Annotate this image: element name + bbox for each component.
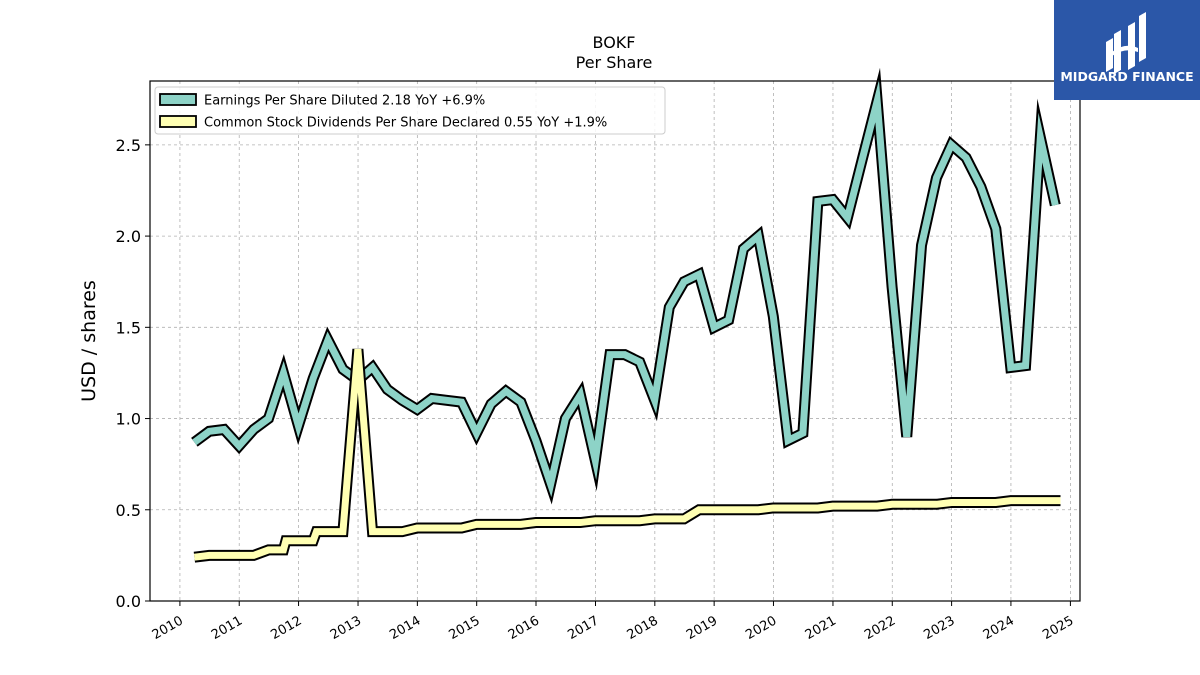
logo-text: MIDGARD FINANCE (1060, 69, 1193, 84)
series-layer (191, 67, 1061, 563)
x-axis: 2010 2011 2012 2013 2014 2015 2016 2017 2018 2019… (150, 601, 1076, 643)
x-tick-label: 2017 (565, 613, 601, 643)
y-tick-label: 0.0 (116, 592, 141, 611)
x-tick-label: 2015 (447, 613, 483, 643)
x-tick-label: 2020 (743, 613, 779, 643)
legend-swatch-eps (159, 93, 197, 106)
x-tick-label: 2013 (328, 613, 364, 643)
x-tick-label: 2010 (150, 613, 186, 643)
y-axis-label: USD / shares (78, 280, 100, 402)
series-outline-dividends (193, 348, 1061, 563)
y-axis: 0.0 0.5 1.0 1.5 2.0 2.5 (116, 136, 150, 611)
x-tick-label: 2011 (209, 613, 245, 643)
x-tick-label: 2021 (803, 613, 839, 643)
x-tick-label: 2022 (862, 613, 898, 643)
y-tick-label: 0.5 (116, 501, 141, 520)
legend-swatch-dividends (159, 115, 197, 128)
series-outline-eps (191, 67, 1061, 505)
logo-mark-icon (1106, 12, 1146, 74)
series-line-eps (192, 79, 1059, 498)
series-line-dividends (193, 348, 1061, 561)
y-tick-label: 2.0 (116, 227, 141, 246)
x-tick-label: 2019 (684, 613, 720, 643)
chart-subtitle: Per Share (576, 53, 653, 72)
legend-label-dividends: Common Stock Dividends Per Share Declare… (204, 116, 607, 131)
y-tick-label: 2.5 (116, 136, 141, 155)
legend: Earnings Per Share Diluted 2.18 YoY +6.9… (154, 86, 666, 135)
y-tick-label: 1.0 (116, 410, 141, 429)
y-tick-label: 1.5 (116, 318, 141, 337)
company-logo: MIDGARD FINANCE (1054, 0, 1200, 100)
x-tick-label: 2025 (1040, 613, 1076, 643)
x-tick-label: 2016 (506, 613, 542, 643)
x-tick-label: 2012 (268, 613, 304, 643)
x-tick-label: 2014 (387, 613, 423, 643)
x-tick-label: 2018 (625, 613, 661, 643)
plot-frame (149, 80, 1081, 602)
x-tick-label: 2024 (981, 613, 1017, 643)
chart-title: BOKF (593, 33, 636, 52)
legend-box (154, 86, 666, 135)
x-tick-label: 2023 (921, 613, 957, 643)
legend-label-eps: Earnings Per Share Diluted 2.18 YoY +6.9… (204, 94, 485, 109)
